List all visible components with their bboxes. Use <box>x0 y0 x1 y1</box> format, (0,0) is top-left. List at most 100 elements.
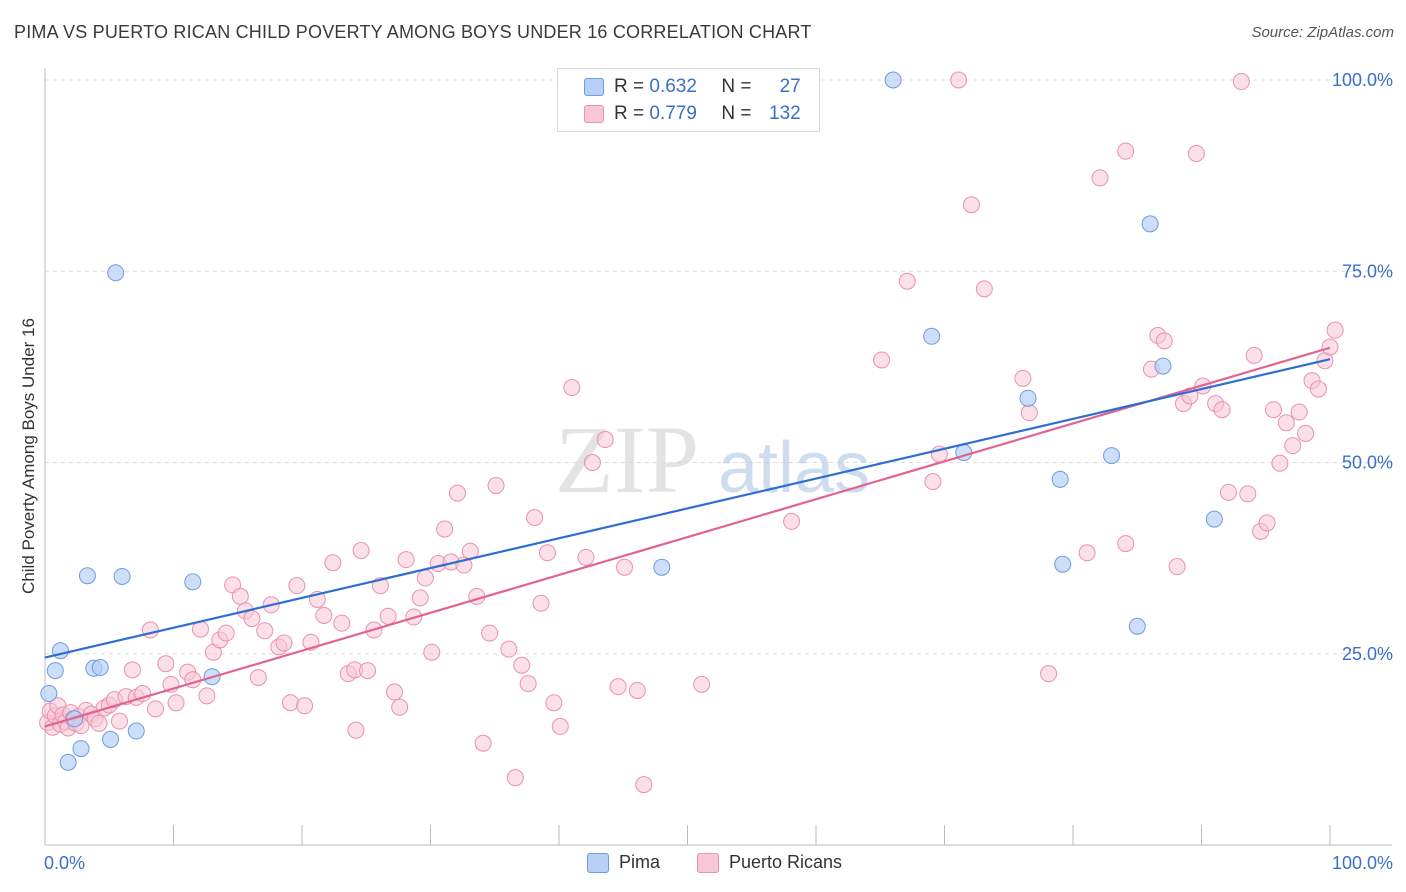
legend-n-value: 27 <box>779 76 801 97</box>
pima-swatch <box>584 78 604 96</box>
y-tick-label: 75.0% <box>1342 261 1393 281</box>
puerto-ricans-point <box>1239 485 1257 503</box>
puerto-ricans-point <box>231 587 249 605</box>
puerto-ricans-point <box>538 544 556 562</box>
legend-r-value: 0.779 <box>649 103 697 124</box>
pima-point <box>1051 470 1069 488</box>
chart-title: PIMA VS PUERTO RICAN CHILD POVERTY AMONG… <box>14 22 812 42</box>
puerto-ricans-point <box>924 473 942 491</box>
puerto-ricans-point <box>1264 401 1282 419</box>
pima-point <box>40 685 58 703</box>
puerto-ricans-point <box>1168 558 1186 576</box>
pima-point <box>1205 510 1223 528</box>
puerto-ricans-point <box>563 379 581 397</box>
puerto-ricans-point <box>577 548 595 566</box>
puerto-ricans-point <box>1187 144 1205 162</box>
pima-swatch <box>587 852 609 873</box>
puerto-ricans-point <box>1155 332 1173 350</box>
puerto-ricans-point <box>1020 404 1038 422</box>
pima-point <box>1103 447 1121 465</box>
puerto-ricans-point <box>513 656 531 674</box>
puerto-ricans-point <box>324 554 342 572</box>
puerto-ricans-point <box>1284 437 1302 455</box>
y-tick-label: 100.0% <box>1332 70 1393 90</box>
x-tick-label: 0.0% <box>44 853 85 873</box>
legend-n-label: N = <box>721 103 757 124</box>
pima-legend-label: Pima <box>619 852 661 872</box>
puerto-ricans-point <box>1078 544 1096 562</box>
puerto-ricans-point <box>1321 338 1339 356</box>
puerto-ricans-point <box>157 655 175 673</box>
legend-r-label: R = <box>614 103 650 124</box>
puerto-ricans-point <box>1014 369 1032 387</box>
puerto-ricans-point <box>436 520 454 538</box>
pima-point <box>72 740 90 758</box>
puerto-ricans-point <box>596 431 614 449</box>
puerto-ricans-point <box>347 721 365 739</box>
puerto-ricans-point <box>256 622 274 640</box>
puerto-ricans-point <box>1117 142 1135 160</box>
bottom-legend-puerto-ricans: Puerto Ricans <box>697 852 842 873</box>
pima-point <box>78 567 96 585</box>
pima-points <box>40 71 1223 771</box>
pima-point <box>184 573 202 591</box>
puerto-ricans-point <box>1326 321 1344 339</box>
puerto-ricans-point <box>962 196 980 214</box>
puerto-ricans-point <box>481 624 499 642</box>
puerto-ricans-point <box>1219 483 1237 501</box>
puerto-ricans-point <box>333 614 351 632</box>
puerto-ricans-point <box>1117 535 1135 553</box>
puerto-ricans-trend-line <box>44 346 1331 728</box>
puerto-ricans-point <box>296 697 314 715</box>
puerto-ricans-point <box>281 694 299 712</box>
trend-lines <box>44 346 1331 728</box>
puerto-ricans-point <box>532 594 550 612</box>
grid-layer <box>45 79 1392 655</box>
puerto-ricans-point <box>1213 401 1231 419</box>
pima-point <box>884 71 902 89</box>
puerto-ricans-point <box>352 541 370 559</box>
puerto-ricans-point <box>609 678 627 696</box>
puerto-ricans-point <box>474 734 492 752</box>
puerto-ricans-point <box>1258 514 1276 532</box>
puerto-ricans-point <box>379 607 397 625</box>
puerto-ricans-point <box>873 351 891 369</box>
legend-row-pima: R = 0.632 N = 27 <box>584 75 801 99</box>
puerto-ricans-point <box>397 551 415 569</box>
puerto-ricans-point <box>217 624 235 642</box>
pima-point <box>102 730 120 748</box>
puerto-ricans-point <box>275 634 293 652</box>
puerto-ricans-point <box>167 694 185 712</box>
pima-point <box>1154 357 1172 375</box>
puerto-ricans-point <box>147 700 165 718</box>
legend-n-value: 132 <box>769 103 801 124</box>
pima-point <box>46 662 64 680</box>
pima-point <box>1019 389 1037 407</box>
y-tick-label: 50.0% <box>1342 453 1393 473</box>
puerto-ricans-point <box>359 662 377 680</box>
pima-point <box>1054 555 1072 573</box>
puerto-ricans-point <box>1277 414 1295 432</box>
puerto-ricans-point <box>90 714 108 732</box>
puerto-ricans-point <box>1297 424 1315 442</box>
puerto-ricans-point <box>1232 73 1250 91</box>
pima-point <box>113 567 131 585</box>
puerto-ricans-swatch <box>584 105 604 123</box>
puerto-ricans-point <box>545 694 563 712</box>
pima-point <box>127 722 145 740</box>
puerto-ricans-point <box>628 681 646 699</box>
puerto-ricans-point <box>423 643 441 661</box>
pima-point <box>653 558 671 576</box>
puerto-ricans-swatch <box>697 852 719 873</box>
puerto-ricans-point <box>411 589 429 607</box>
puerto-ricans-point <box>1309 380 1327 398</box>
puerto-ricans-point <box>141 621 159 639</box>
pima-point <box>107 264 125 282</box>
source-note: Source: ZipAtlas.com <box>1251 24 1394 41</box>
puerto-ricans-point <box>583 454 601 471</box>
puerto-ricans-point <box>1091 169 1109 187</box>
puerto-ricans-point <box>635 776 653 794</box>
puerto-ricans-point <box>1290 403 1308 421</box>
pima-point <box>91 659 109 677</box>
